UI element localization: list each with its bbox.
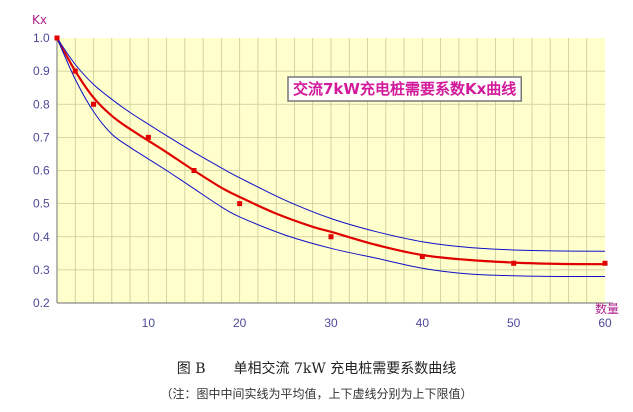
x-tick-label: 30 (324, 316, 338, 330)
y-tick-label: 0.2 (33, 296, 50, 310)
mean-curve (56, 37, 606, 266)
x-tick-label: 10 (142, 316, 156, 330)
data-point (328, 234, 334, 240)
data-point (237, 201, 243, 207)
data-point (91, 101, 97, 107)
data-point (72, 68, 78, 74)
data-point (145, 134, 151, 140)
figure-note: （注：图中中间实线为平均值，上下虚线分别为上下限值） (160, 387, 473, 401)
y-tick-label: 0.5 (33, 197, 50, 211)
data-point (419, 254, 425, 260)
x-tick-label: 20 (233, 316, 247, 330)
y-tick-label: 0.6 (33, 164, 50, 178)
tick-labels: 1.0 0.9 0.8 0.7 0.6 0.5 0.4 0.3 0.2 10 20 30 40 50 60 (33, 31, 612, 330)
x-tick-label: 40 (416, 316, 430, 330)
y-tick-label: 0.7 (33, 130, 50, 144)
chart-svg: 1.00.90.80.70.60.50.40.30.210 20 30 40 50 60 … (32, 13, 619, 330)
y-tick-label: 0.8 (33, 97, 50, 111)
data-point (54, 35, 60, 41)
figure-caption: 图 B 单相交流 7kW 充电桩需要系数曲线 (176, 361, 457, 377)
x-axis-label: 数量 (595, 301, 619, 316)
chart-title-box (287, 76, 523, 102)
x-tick-label: 60 (598, 316, 612, 330)
upper-limit-curve (56, 37, 606, 252)
y-tick-label: 0.9 (33, 64, 50, 78)
axes (56, 36, 613, 304)
data-point (191, 168, 197, 173)
data-markers (54, 35, 608, 266)
chart-title: 交流7kW充电桩需要系数Kx曲线 (293, 80, 516, 98)
y-tick-label: 0.4 (33, 230, 50, 244)
y-axis-label: Kx (32, 13, 47, 27)
series-lines (56, 37, 606, 278)
lower-limit-curve (56, 37, 606, 278)
y-tick-label: 0.3 (33, 263, 50, 277)
data-point (511, 260, 517, 266)
data-point (602, 260, 608, 266)
x-tick-label: 50 (507, 316, 521, 330)
y-tick-label: 1.0 (33, 31, 50, 45)
